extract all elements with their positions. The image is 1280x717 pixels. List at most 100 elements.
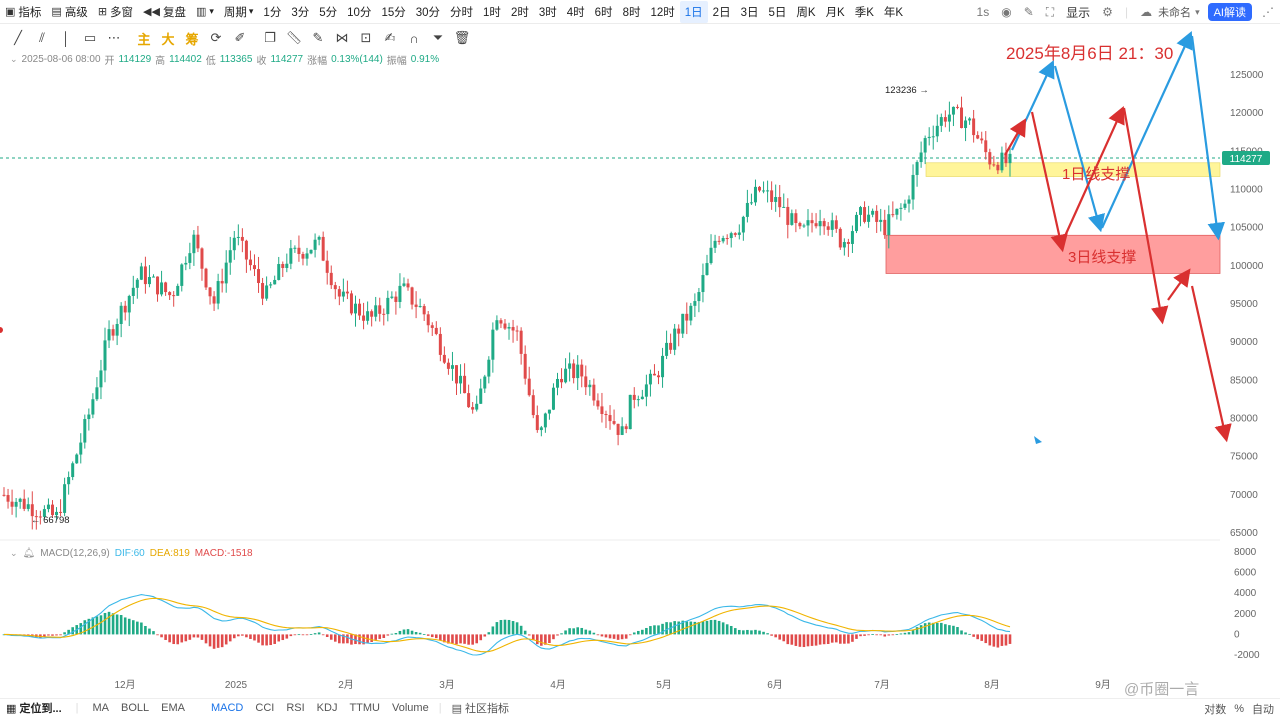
period-19[interactable]: 月K xyxy=(825,6,845,19)
period-4[interactable]: 15分 xyxy=(381,6,406,19)
chart-type-button[interactable]: ▥ ▾ xyxy=(191,1,219,23)
period-21[interactable]: 年K xyxy=(883,6,904,19)
period-1[interactable]: 3分 xyxy=(291,6,310,19)
indicator-tab-kdj[interactable]: KDJ xyxy=(316,702,338,714)
period-list: 1分 3分 5分 10分 15分 30分 分时 1时 2时 3时 4时 6时 8时 12时 1日 2日 3日 5日… xyxy=(258,0,908,23)
bell-icon[interactable]: 🔔︎ xyxy=(22,547,36,559)
auto-scale-button[interactable]: 自动 xyxy=(1252,703,1274,716)
macd-bar xyxy=(645,627,648,635)
period-15[interactable]: 2日 xyxy=(712,6,731,19)
candle-body xyxy=(721,238,725,242)
candle-body xyxy=(854,214,858,232)
pattern-icon[interactable]: ⋈ xyxy=(335,30,349,45)
indicator-tab-boll[interactable]: BOLL xyxy=(121,702,150,714)
chip-button[interactable]: 筹 xyxy=(185,31,199,47)
copy-icon[interactable]: ❐ xyxy=(264,30,276,45)
layout-name[interactable]: 未命名 xyxy=(1158,7,1192,19)
candle-body xyxy=(281,264,285,268)
indicator-tab-ma[interactable]: MA xyxy=(92,702,110,714)
macd-bar xyxy=(762,631,765,635)
period-5[interactable]: 30分 xyxy=(415,6,441,19)
multi-window-button[interactable]: ⊞ 多窗 xyxy=(97,6,134,19)
lock-icon[interactable]: ⊡ xyxy=(360,30,372,45)
indicator-tab-rsi[interactable]: RSI xyxy=(286,702,305,714)
more-tools-icon[interactable]: ⋯ xyxy=(107,30,121,45)
candle-body xyxy=(648,373,652,385)
period-13[interactable]: 12时 xyxy=(650,6,675,19)
period-7[interactable]: 1时 xyxy=(483,6,501,19)
period-8[interactable]: 2时 xyxy=(510,6,529,19)
macd-bar xyxy=(653,625,656,635)
indicator-tab-volume[interactable]: Volume xyxy=(392,702,429,714)
period-0[interactable]: 1分 xyxy=(263,6,282,19)
main-force-button[interactable]: 主 xyxy=(137,31,151,47)
interval-label[interactable]: 1s xyxy=(976,5,990,19)
period-12[interactable]: 8时 xyxy=(622,6,641,19)
parallel-line-icon[interactable]: ⫽ xyxy=(39,30,45,45)
display-button[interactable]: 显示 xyxy=(1066,5,1091,20)
brush-icon[interactable]: ✐ xyxy=(234,30,246,45)
log-scale-button[interactable]: 对数 xyxy=(1204,703,1227,716)
period-dropdown[interactable]: 周期 ▾ xyxy=(223,6,254,19)
period-17[interactable]: 5日 xyxy=(768,6,787,19)
indicator-tab-cci[interactable]: CCI xyxy=(255,702,275,714)
collapse-icon[interactable]: ⌄ xyxy=(10,53,18,64)
period-14[interactable]: 1日 xyxy=(679,0,708,23)
filter-icon[interactable]: ⏷ xyxy=(432,30,444,45)
candle-body xyxy=(438,333,442,355)
period-11[interactable]: 6时 xyxy=(594,6,613,19)
community-indicators-button[interactable]: ▤ 社区指标 xyxy=(451,703,510,715)
close-value: 114277 xyxy=(270,53,304,65)
macd-tick-label: -2000 xyxy=(1234,650,1260,661)
candle-body xyxy=(147,276,151,285)
period-3[interactable]: 10分 xyxy=(347,6,372,19)
vertical-line-icon[interactable]: │ xyxy=(61,30,71,46)
camera-icon[interactable]: ◉ xyxy=(1001,5,1012,19)
period-16[interactable]: 3日 xyxy=(740,6,759,19)
macd-bar xyxy=(79,623,83,635)
ruler-icon[interactable]: 📏︎ xyxy=(285,30,303,45)
share-icon[interactable]: ⋰ xyxy=(1262,5,1274,19)
candle-body xyxy=(386,297,390,315)
macd-bar xyxy=(499,620,503,635)
high-marker: 123236 → xyxy=(885,85,929,96)
replay-button[interactable]: ◀◀ 复盘 xyxy=(143,6,186,19)
indicators-button[interactable]: ▣ 指标 xyxy=(5,6,42,19)
candle-body xyxy=(927,136,931,139)
refresh-icon[interactable]: ⟳ xyxy=(210,30,222,45)
period-10[interactable]: 4时 xyxy=(566,6,585,19)
locate-button[interactable]: ▦ 定位到... xyxy=(6,703,62,715)
big-order-button[interactable]: 大 xyxy=(161,31,175,47)
rectangle-tool-icon[interactable]: ▭ xyxy=(83,30,97,45)
macd-bar xyxy=(701,621,705,635)
indicator-tab-macd[interactable]: MACD xyxy=(210,702,244,714)
collapse-icon[interactable]: ⌄ xyxy=(10,547,18,558)
indicator-tab-ttmu[interactable]: TTMU xyxy=(349,702,380,714)
period-20[interactable]: 季K xyxy=(854,6,874,19)
indicator-tab-ema[interactable]: EMA xyxy=(161,702,185,714)
macd-bar xyxy=(63,632,66,635)
macd-bar xyxy=(560,633,563,635)
ai-analysis-button[interactable]: AI解读 xyxy=(1207,3,1252,21)
period-18[interactable]: 周K xyxy=(796,6,816,19)
advanced-button[interactable]: ▤ 高级 xyxy=(51,6,88,19)
gear-icon[interactable]: ⚙ xyxy=(1102,5,1113,19)
macd-bar xyxy=(927,622,931,635)
period-2[interactable]: 5分 xyxy=(319,6,338,19)
pencil-icon[interactable]: ✎ xyxy=(1023,5,1034,19)
line-tool-icon[interactable]: ╱ xyxy=(14,30,22,45)
measure-icon[interactable]: ✎ xyxy=(312,30,324,45)
trash-icon[interactable]: 🗑︎ xyxy=(453,30,471,45)
fullscreen-icon[interactable]: ⛶ xyxy=(1045,4,1055,19)
period-9[interactable]: 3时 xyxy=(538,6,557,19)
edit-icon[interactable]: ✍ xyxy=(384,30,396,45)
price-chart[interactable]: 1250001200001150001100001050001000009500… xyxy=(0,0,1280,698)
macd-bar xyxy=(810,634,814,646)
magnet-icon[interactable]: ∩ xyxy=(409,30,419,46)
macd-bar xyxy=(798,634,802,647)
candle-body xyxy=(846,242,850,244)
percent-scale-button[interactable]: % xyxy=(1234,702,1244,715)
period-6[interactable]: 分时 xyxy=(450,6,474,19)
candle-body xyxy=(737,232,741,235)
toolbar-right: 1s ◉ ✎ ⛶ 显示 ⚙ | ☁ 未命名 ▾ AI解读 ⋰ xyxy=(971,0,1280,24)
